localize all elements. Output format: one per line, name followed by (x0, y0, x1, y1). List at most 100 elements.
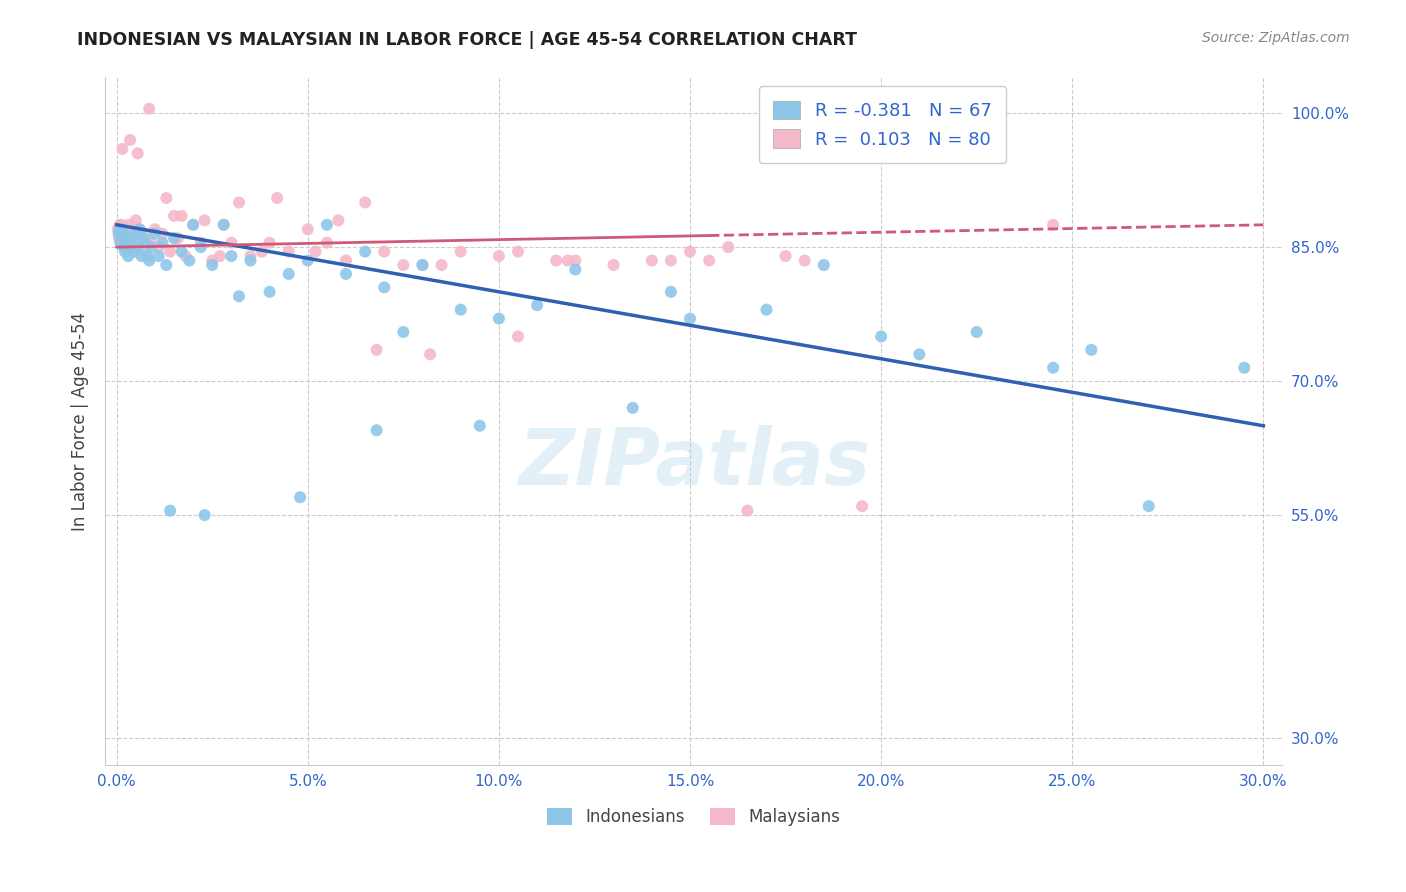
Point (174, 249, 197, 263)
Point (166, 231, 188, 245)
Point (121, 227, 143, 241)
Point (450, 302, 472, 317)
Point (115, 231, 138, 245)
Point (138, 253, 160, 268)
Point (190, 235, 212, 250)
Point (908, 347, 931, 361)
Point (373, 280, 395, 294)
Point (148, 249, 170, 263)
Point (125, 213, 148, 227)
Point (373, 244, 395, 259)
Point (641, 253, 664, 268)
Point (366, 343, 388, 357)
Point (450, 244, 472, 259)
Point (110, 222, 132, 236)
Point (430, 258, 453, 272)
Point (127, 240, 149, 254)
Point (851, 499, 873, 513)
Point (602, 258, 624, 272)
Point (239, 249, 262, 263)
Point (221, 249, 243, 263)
Point (212, 218, 235, 232)
Point (366, 423, 388, 437)
Legend: Indonesians, Malaysians: Indonesians, Malaysians (541, 801, 846, 832)
Point (506, 329, 529, 343)
Point (288, 490, 311, 504)
Point (228, 195, 250, 210)
Point (120, 133, 142, 147)
Point (316, 218, 339, 232)
Point (127, 146, 149, 161)
Point (659, 285, 682, 299)
Point (179, 253, 201, 268)
Point (526, 298, 548, 312)
Point (132, 244, 155, 259)
Point (468, 418, 491, 433)
Point (122, 244, 145, 259)
Point (136, 249, 159, 263)
Point (111, 231, 134, 245)
Point (488, 311, 510, 326)
Point (152, 235, 174, 250)
Point (114, 240, 136, 254)
Point (277, 267, 299, 281)
Point (170, 244, 193, 259)
Point (114, 244, 136, 259)
Point (111, 222, 134, 236)
Point (793, 253, 815, 268)
Point (128, 222, 150, 236)
Point (392, 325, 415, 339)
Point (201, 258, 224, 272)
Point (110, 218, 132, 232)
Text: Source: ZipAtlas.com: Source: ZipAtlas.com (1202, 31, 1350, 45)
Point (127, 240, 149, 254)
Point (117, 235, 139, 250)
Point (506, 244, 529, 259)
Point (1080, 343, 1102, 357)
Point (488, 249, 510, 263)
Point (1042, 218, 1064, 232)
Point (546, 253, 568, 268)
Point (107, 222, 129, 236)
Point (143, 227, 166, 241)
Point (277, 244, 299, 259)
Point (737, 503, 759, 517)
Point (411, 258, 433, 272)
Point (155, 258, 177, 272)
Point (221, 235, 243, 250)
Point (117, 249, 139, 263)
Point (354, 244, 377, 259)
Point (115, 222, 138, 236)
Point (181, 218, 204, 232)
Point (335, 253, 357, 268)
Point (139, 235, 162, 250)
Point (250, 244, 273, 259)
Point (148, 240, 170, 254)
Point (110, 235, 132, 250)
Point (297, 222, 319, 236)
Point (212, 218, 235, 232)
Point (170, 209, 193, 223)
Point (117, 218, 139, 232)
Point (297, 253, 319, 268)
Point (392, 258, 415, 272)
Point (107, 227, 129, 241)
Point (131, 249, 153, 263)
Point (354, 195, 377, 210)
Point (128, 222, 150, 236)
Point (194, 213, 217, 227)
Point (112, 235, 135, 250)
Point (117, 231, 139, 245)
Point (190, 240, 212, 254)
Point (163, 231, 186, 245)
Point (659, 253, 682, 268)
Point (131, 231, 153, 245)
Point (132, 231, 155, 245)
Point (259, 235, 281, 250)
Point (870, 329, 893, 343)
Point (139, 240, 162, 254)
Point (717, 240, 740, 254)
Point (1137, 499, 1160, 513)
Point (136, 249, 159, 263)
Point (134, 227, 156, 241)
